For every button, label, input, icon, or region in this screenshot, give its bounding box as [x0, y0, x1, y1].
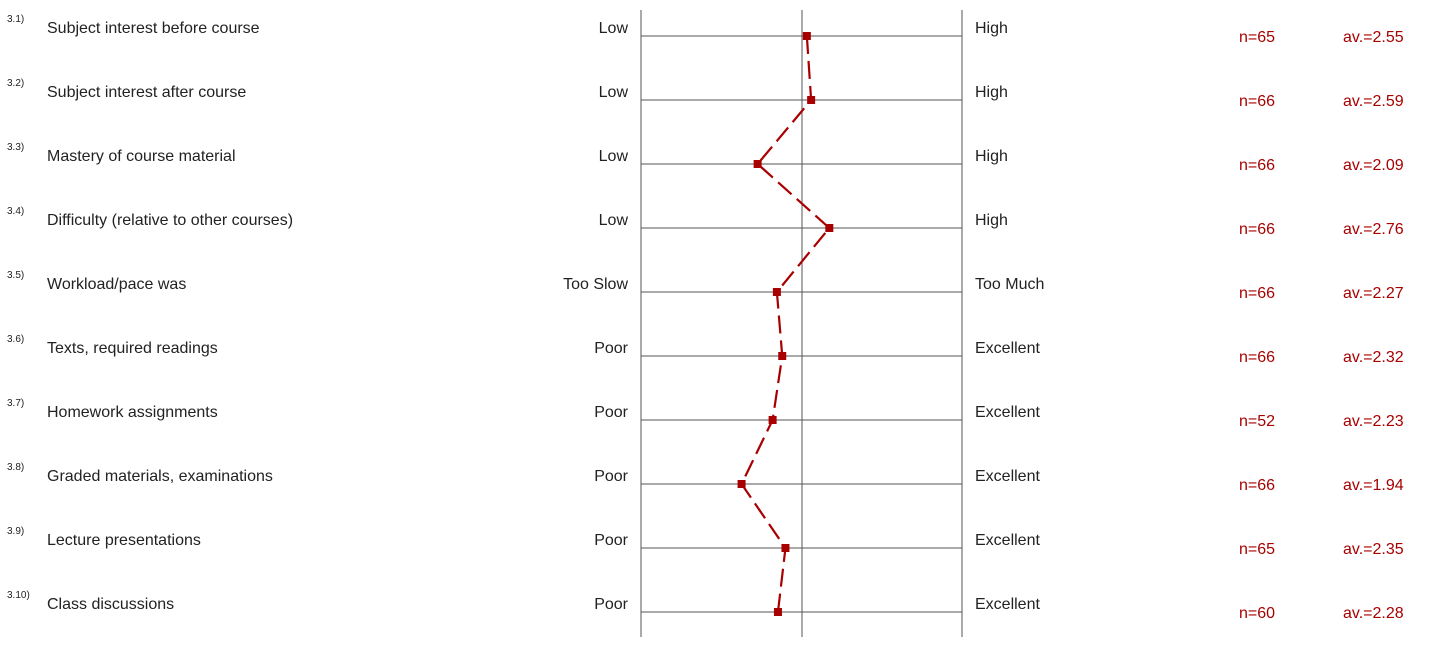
- profile-plot-area: [640, 10, 963, 637]
- scale-low-label: Poor: [594, 404, 628, 421]
- average-marker: [778, 352, 787, 360]
- scale-high-label: Too Much: [975, 276, 1045, 293]
- scale-high-label: Excellent: [975, 404, 1040, 421]
- average-value: av.=2.32: [1343, 349, 1404, 366]
- item-number: 3.10): [7, 590, 30, 601]
- scale-high-label: High: [975, 84, 1008, 101]
- average-value: av.=2.09: [1343, 157, 1404, 174]
- average-marker: [773, 608, 782, 616]
- scale-high-label: High: [975, 148, 1008, 165]
- scale-low-label: Poor: [594, 532, 628, 549]
- item-number: 3.8): [7, 462, 25, 473]
- average-profile-line: [740, 35, 831, 613]
- average-value: av.=2.28: [1343, 605, 1404, 622]
- item-row: 3.6) Texts, required readings Poor Excel…: [0, 334, 1440, 400]
- item-row: 3.10) Class discussions Poor Excellent n…: [0, 590, 1440, 656]
- response-count: n=66: [1239, 349, 1276, 366]
- scale-low-label: Low: [598, 148, 628, 165]
- item-label: Subject interest after course: [47, 84, 247, 101]
- average-value: av.=2.23: [1343, 413, 1404, 430]
- scale-low-label: Too Slow: [563, 276, 628, 293]
- scale-low-label: Low: [598, 84, 628, 101]
- item-row: 3.5) Workload/pace was Too Slow Too Much…: [0, 270, 1440, 336]
- item-label: Lecture presentations: [47, 532, 201, 549]
- average-value: av.=2.27: [1343, 285, 1404, 302]
- item-row: 3.4) Difficulty (relative to other cours…: [0, 206, 1440, 272]
- scale-high-label: High: [975, 212, 1008, 229]
- average-marker: [737, 480, 746, 488]
- item-label: Graded materials, examinations: [47, 468, 273, 485]
- scale-low-label: Poor: [594, 468, 628, 485]
- average-marker: [772, 288, 781, 296]
- average-value: av.=2.76: [1343, 221, 1404, 238]
- scale-high-label: Excellent: [975, 340, 1040, 357]
- average-marker: [768, 416, 777, 424]
- average-marker: [825, 224, 834, 232]
- item-row: 3.7) Homework assignments Poor Excellent…: [0, 398, 1440, 464]
- scale-low-label: Poor: [594, 340, 628, 357]
- item-number: 3.3): [7, 142, 25, 153]
- average-marker: [807, 96, 816, 104]
- item-number: 3.7): [7, 398, 25, 409]
- average-value: av.=2.35: [1343, 541, 1404, 558]
- response-count: n=66: [1239, 477, 1276, 494]
- item-label: Difficulty (relative to other courses): [47, 212, 294, 229]
- item-number: 3.1): [7, 14, 25, 25]
- average-marker: [753, 160, 762, 168]
- item-label: Homework assignments: [47, 404, 218, 421]
- item-label: Mastery of course material: [47, 148, 236, 165]
- item-number: 3.4): [7, 206, 25, 217]
- scale-high-label: Excellent: [975, 596, 1040, 613]
- item-row: 3.9) Lecture presentations Poor Excellen…: [0, 526, 1440, 592]
- response-count: n=52: [1239, 413, 1276, 430]
- scale-low-label: Low: [598, 212, 628, 229]
- item-label: Texts, required readings: [47, 340, 218, 357]
- response-count: n=65: [1239, 541, 1276, 558]
- average-marker: [802, 32, 811, 40]
- response-count: n=66: [1239, 285, 1276, 302]
- average-value: av.=1.94: [1343, 477, 1404, 494]
- average-value: av.=2.59: [1343, 93, 1404, 110]
- scale-high-label: Excellent: [975, 468, 1040, 485]
- scale-high-label: High: [975, 20, 1008, 37]
- scale-high-label: Excellent: [975, 532, 1040, 549]
- response-count: n=60: [1239, 605, 1276, 622]
- item-row: 3.2) Subject interest after course Low H…: [0, 78, 1440, 144]
- item-number: 3.9): [7, 526, 25, 537]
- response-count: n=65: [1239, 29, 1276, 46]
- average-marker: [781, 544, 790, 552]
- item-number: 3.5): [7, 270, 25, 281]
- scale-low-label: Low: [598, 20, 628, 37]
- item-number: 3.2): [7, 78, 25, 89]
- item-row: 3.1) Subject interest before course Low …: [0, 14, 1440, 80]
- response-count: n=66: [1239, 221, 1276, 238]
- item-row: 3.3) Mastery of course material Low High…: [0, 142, 1440, 208]
- average-value: av.=2.55: [1343, 29, 1404, 46]
- item-label: Subject interest before course: [47, 20, 260, 37]
- item-row: 3.8) Graded materials, examinations Poor…: [0, 462, 1440, 528]
- scale-low-label: Poor: [594, 596, 628, 613]
- response-count: n=66: [1239, 157, 1276, 174]
- item-number: 3.6): [7, 334, 25, 345]
- item-label: Class discussions: [47, 596, 175, 613]
- response-count: n=66: [1239, 93, 1276, 110]
- profile-chart: 3.1) Subject interest before course Low …: [0, 14, 1440, 622]
- item-label: Workload/pace was: [47, 276, 187, 293]
